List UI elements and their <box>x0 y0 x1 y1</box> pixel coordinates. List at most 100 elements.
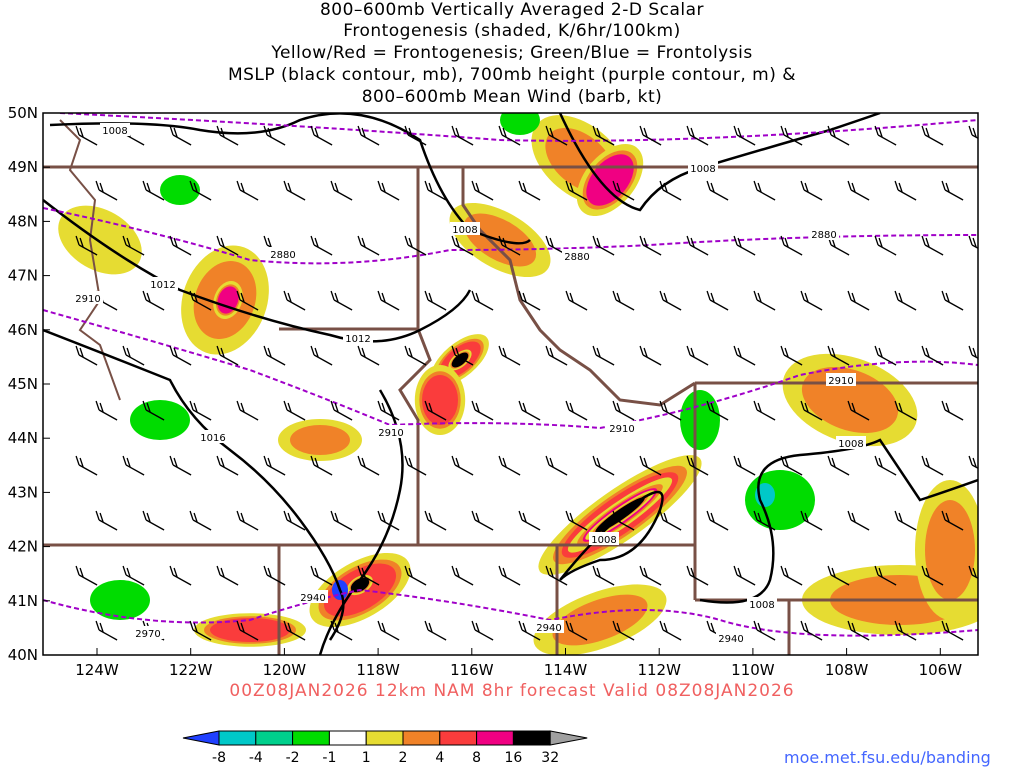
wind-barb <box>615 299 635 311</box>
colorbar-low-arrow <box>182 730 220 746</box>
wind-barb-flag <box>334 182 339 193</box>
wind-barb <box>944 409 964 421</box>
wind-barb-flag <box>287 292 292 303</box>
wind-barb-flag <box>267 237 272 248</box>
height-contour-label: 2910 <box>378 428 403 439</box>
wind-barb <box>642 354 662 366</box>
wind-barb-flag <box>428 402 433 413</box>
credit-link[interactable]: moe.met.fsu.edu/banding <box>784 748 991 767</box>
wind-barb-flag <box>565 180 570 191</box>
wind-barb <box>877 244 897 256</box>
wind-barb-flag <box>737 567 742 578</box>
wind-barb-flag <box>173 567 178 578</box>
wind-barb <box>992 410 1010 420</box>
wind-barb-flag <box>972 347 977 358</box>
wind-barb-flag <box>193 402 198 413</box>
wind-barb-flag <box>334 622 339 633</box>
wind-barb <box>239 519 259 531</box>
height-contour-label: 2880 <box>270 250 295 261</box>
wind-barb-flag <box>804 182 809 193</box>
wind-barb-flag <box>310 235 315 246</box>
wind-barb-flag <box>784 347 789 358</box>
height-contour-label: 2940 <box>536 623 561 634</box>
wind-barb-flag <box>475 182 480 193</box>
wind-barb-flag <box>216 345 221 356</box>
wind-barb-flag <box>75 345 80 356</box>
wind-barb-flag <box>287 512 292 523</box>
wind-barb-flag <box>874 125 879 136</box>
wind-barb <box>427 519 447 531</box>
wind-barb-flag <box>95 180 100 191</box>
colorbar-label: 32 <box>541 750 559 766</box>
wind-barb-flag <box>79 567 84 578</box>
wind-barb-flag <box>377 400 382 411</box>
wind-barb-flag <box>596 567 601 578</box>
wind-barb-flag <box>690 127 695 138</box>
wind-barb-flag <box>659 510 664 521</box>
wind-barb-flag <box>142 510 147 521</box>
wind-barb <box>407 134 427 146</box>
wind-barb <box>172 464 192 476</box>
wind-barb-flag <box>968 125 973 136</box>
wind-barb-flag <box>894 510 899 521</box>
wind-barb-flag <box>334 292 339 303</box>
wind-barb-flag <box>330 400 335 411</box>
wind-barb-flag <box>639 235 644 246</box>
wind-barb-flag <box>377 620 382 631</box>
wind-barb <box>689 244 709 256</box>
wind-barb-flag <box>737 457 742 468</box>
shade-blob <box>58 205 142 275</box>
wind-barb-flag <box>377 510 382 521</box>
wind-barb-flag <box>643 567 648 578</box>
wind-barb <box>924 464 944 476</box>
wind-barb-flag <box>643 237 648 248</box>
wind-barb-flag <box>471 290 476 301</box>
wind-barb-flag <box>941 180 946 191</box>
wind-barb-flag <box>616 292 621 303</box>
wind-barb-flag <box>925 567 930 578</box>
wind-barb <box>407 244 427 256</box>
wind-barb-flag <box>189 290 194 301</box>
wind-barb-flag <box>424 510 429 521</box>
wind-barb-flag <box>972 567 977 578</box>
wind-barb <box>756 299 776 311</box>
wind-barb-flag <box>126 347 131 358</box>
wind-barb-flag <box>169 455 174 466</box>
wind-barb <box>125 464 145 476</box>
wind-barb-flag <box>847 510 852 521</box>
wind-barb <box>333 629 353 641</box>
wind-barb <box>689 354 709 366</box>
shade-blob <box>451 352 469 368</box>
wind-barb-flag <box>690 347 695 358</box>
wind-barb-flag <box>169 565 174 576</box>
wind-barb <box>78 354 98 366</box>
wind-barb-flag <box>404 455 409 466</box>
wind-barb-flag <box>804 622 809 633</box>
wind-barb-flag <box>784 457 789 468</box>
wind-barb-flag <box>216 235 221 246</box>
wind-barb-flag <box>330 510 335 521</box>
wind-barb <box>877 574 897 586</box>
wind-barb <box>219 354 239 366</box>
wind-barb-flag <box>334 512 339 523</box>
wind-barb <box>360 574 380 586</box>
wind-barb-flag <box>993 183 996 192</box>
wind-barb <box>803 189 823 201</box>
wind-barb <box>615 189 635 201</box>
wind-barb-flag <box>522 182 527 193</box>
mslp-contour-label: 1008 <box>690 164 715 175</box>
wind-barb-flag <box>455 237 460 248</box>
wind-barb-flag <box>757 512 762 523</box>
wind-barb-flag <box>663 182 668 193</box>
wind-barb-flag <box>357 125 362 136</box>
wind-barb-flag <box>549 237 554 248</box>
wind-barb-flag <box>287 182 292 193</box>
wind-barb-flag <box>565 290 570 301</box>
wind-barb-flag <box>612 290 617 301</box>
wind-barb-flag <box>408 457 413 468</box>
wind-barb-flag <box>941 620 946 631</box>
wind-barb-flag <box>706 290 711 301</box>
wind-barb-flag <box>993 623 996 632</box>
colorbar-swatch <box>328 730 367 746</box>
wind-barb-flag <box>612 510 617 521</box>
